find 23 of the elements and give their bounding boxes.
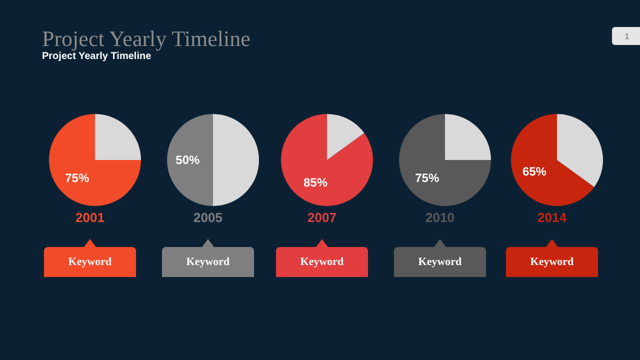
- text: 2007: [306, 210, 338, 225]
- pie-slice: [399, 114, 491, 206]
- text: 2014: [536, 210, 568, 225]
- text: Project Yearly Timeline: [42, 51, 152, 62]
- pie-slice: [557, 114, 603, 188]
- text: 1: [612, 27, 640, 45]
- text: Project Yearly Timeline: [42, 26, 250, 52]
- data-label: 65%: [522, 164, 547, 178]
- pie-slice: [213, 114, 259, 206]
- text: 2001: [74, 210, 106, 225]
- pie-slice: [327, 114, 364, 160]
- data-label: 75%: [415, 170, 440, 185]
- data-label: 85%: [304, 176, 328, 190]
- pie-slice: [511, 114, 594, 206]
- text: 2005: [192, 210, 224, 225]
- pie-slice: [49, 114, 141, 206]
- data-label: 50%: [176, 153, 200, 167]
- pie-slice: [167, 114, 213, 206]
- text: 2010: [424, 210, 456, 225]
- pie-slice: [95, 114, 141, 160]
- pie-slice: [445, 114, 491, 160]
- pie-slice: [281, 114, 373, 206]
- data-label: 75%: [65, 170, 90, 185]
